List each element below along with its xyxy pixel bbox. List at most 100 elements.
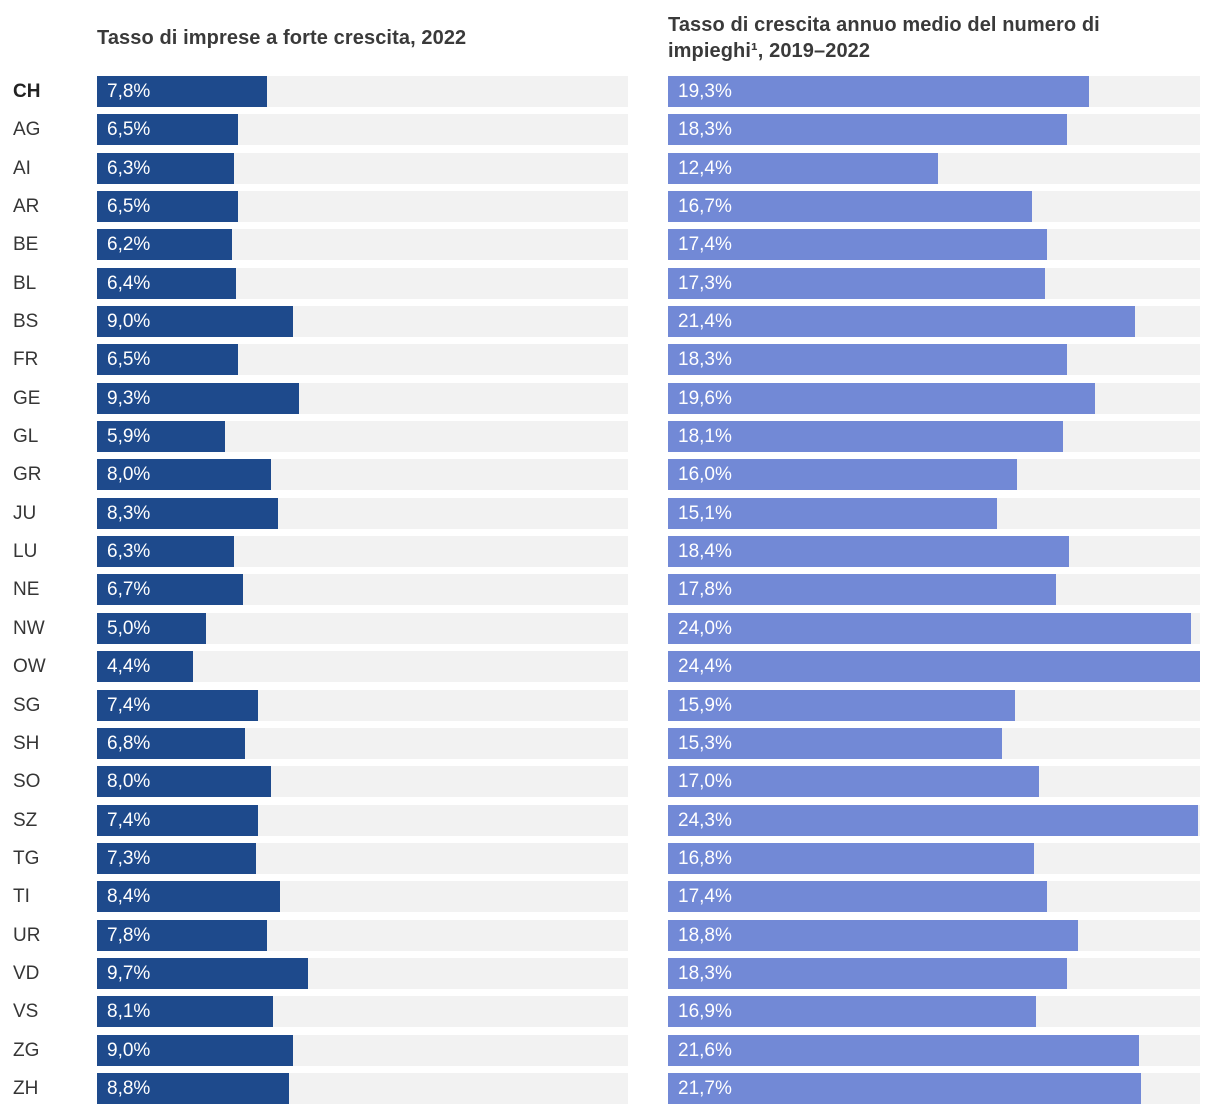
category-label: ZH [13, 1077, 39, 1099]
right-bar: 18,3% [668, 344, 1067, 376]
right-bar-value-label: 21,7% [678, 1077, 732, 1099]
left-chart-title: Tasso di imprese a forte crescita, 2022 [97, 27, 467, 49]
category-label: SG [13, 694, 41, 716]
right-bar: 15,3% [668, 727, 1002, 759]
left-bar-value-label: 5,9% [107, 426, 151, 448]
chart-row: AR 6,5% 16,7% [13, 191, 1200, 223]
category-label: LU [13, 541, 38, 563]
left-bar: 7,3% [97, 842, 256, 874]
left-bar: 9,0% [97, 306, 293, 338]
right-bar-track: 18,3% [668, 957, 1200, 989]
right-bar-track: 17,4% [668, 881, 1200, 913]
right-bar-value-label: 18,3% [678, 349, 732, 371]
left-bar-value-label: 7,3% [107, 847, 151, 869]
left-bar-track: 8,1% [97, 996, 628, 1028]
right-bar-value-label: 18,8% [678, 924, 732, 946]
left-bar-value-label: 4,4% [107, 656, 151, 678]
chart-row: SH 6,8% 15,3% [13, 727, 1200, 759]
right-bar-value-label: 19,6% [678, 387, 732, 409]
chart-row: TG 7,3% 16,8% [13, 842, 1200, 874]
left-bar-track: 7,8% [97, 919, 628, 951]
chart-row: AG 6,5% 18,3% [13, 114, 1200, 146]
right-bar-value-label: 24,3% [678, 809, 732, 831]
right-bar: 16,8% [668, 842, 1035, 874]
right-bar-track: 21,6% [668, 1034, 1200, 1066]
right-bar-track: 15,3% [668, 727, 1200, 759]
left-bar: 4,4% [97, 651, 193, 683]
category-label: BE [13, 234, 39, 256]
category-label: SO [13, 771, 41, 793]
left-bar: 6,4% [97, 267, 237, 299]
left-bar-value-label: 6,5% [107, 196, 151, 218]
left-bar: 6,5% [97, 344, 239, 376]
category-label: BS [13, 311, 39, 333]
right-bar: 18,4% [668, 536, 1070, 568]
right-bar: 17,3% [668, 267, 1046, 299]
left-bar: 5,0% [97, 612, 206, 644]
category-label: VD [13, 962, 40, 984]
left-bar-value-label: 7,8% [107, 81, 151, 102]
right-bar: 16,7% [668, 191, 1033, 223]
left-bar-track: 9,7% [97, 957, 628, 989]
right-bar-value-label: 12,4% [678, 157, 732, 179]
chart-row: GR 8,0% 16,0% [13, 459, 1200, 491]
left-bar-value-label: 6,5% [107, 349, 151, 371]
right-bar: 18,3% [668, 957, 1067, 989]
right-bar: 18,1% [668, 421, 1063, 453]
chart-row: VS 8,1% 16,9% [13, 996, 1200, 1028]
chart-row: SG 7,4% 15,9% [13, 689, 1200, 721]
right-bar-track: 17,4% [668, 229, 1200, 261]
category-label: TG [13, 847, 40, 869]
right-bar: 17,0% [668, 766, 1039, 798]
left-bar-track: 8,8% [97, 1072, 628, 1104]
right-bar-value-label: 15,3% [678, 732, 732, 754]
left-bar-value-label: 9,0% [107, 311, 151, 333]
left-bar-track: 6,3% [97, 152, 628, 184]
right-bar-value-label: 17,3% [678, 272, 732, 294]
right-bar: 21,7% [668, 1072, 1142, 1104]
chart-row: UR 7,8% 18,8% [13, 919, 1200, 951]
chart-row: GE 9,3% 19,6% [13, 382, 1200, 414]
left-bar: 8,1% [97, 996, 274, 1028]
chart-row: NE 6,7% 17,8% [13, 574, 1200, 606]
right-bar-track: 19,3% [668, 76, 1200, 107]
category-label: GE [13, 387, 41, 409]
chart-row: FR 6,5% 18,3% [13, 344, 1200, 376]
right-bar: 12,4% [668, 152, 939, 184]
right-bar-track: 18,3% [668, 344, 1200, 376]
left-bar: 9,3% [97, 382, 300, 414]
right-bar-value-label: 18,3% [678, 119, 732, 141]
chart-row: SZ 7,4% 24,3% [13, 804, 1200, 836]
chart-row: BL 6,4% 17,3% [13, 267, 1200, 299]
right-bar-value-label: 17,4% [678, 886, 732, 908]
chart-row: LU 6,3% 18,4% [13, 536, 1200, 568]
chart-row: SO 8,0% 17,0% [13, 766, 1200, 798]
right-bar-track: 18,4% [668, 536, 1200, 568]
right-bar-value-label: 18,1% [678, 426, 732, 448]
right-bar: 16,9% [668, 996, 1037, 1028]
right-bar-track: 24,4% [668, 651, 1200, 683]
left-bar: 6,3% [97, 536, 235, 568]
right-bar-value-label: 17,4% [678, 234, 732, 256]
left-bar-track: 7,4% [97, 689, 628, 721]
category-label: GR [13, 464, 42, 486]
right-bar-track: 16,7% [668, 191, 1200, 223]
chart-rows: CH 7,8% 19,3% AG 6,5% 18,3% AI 6,3% 12,4% AR 6,5% 1… [13, 76, 1200, 1104]
left-bar-track: 9,3% [97, 382, 628, 414]
left-bar-value-label: 6,5% [107, 119, 151, 141]
chart-row: BE 6,2% 17,4% [13, 229, 1200, 261]
category-label: BL [13, 272, 37, 294]
right-bar-value-label: 21,6% [678, 1039, 732, 1061]
right-bar-track: 16,8% [668, 842, 1200, 874]
right-bar: 16,0% [668, 459, 1017, 491]
left-bar-value-label: 6,3% [107, 541, 151, 563]
left-bar-track: 7,3% [97, 842, 628, 874]
left-bar-track: 8,0% [97, 766, 628, 798]
category-label: SZ [13, 809, 38, 831]
left-bar-value-label: 6,8% [107, 732, 151, 754]
left-bar-track: 6,5% [97, 191, 628, 223]
left-bar-track: 8,0% [97, 459, 628, 491]
left-bar-track: 6,5% [97, 344, 628, 376]
left-bar-value-label: 7,4% [107, 809, 151, 831]
